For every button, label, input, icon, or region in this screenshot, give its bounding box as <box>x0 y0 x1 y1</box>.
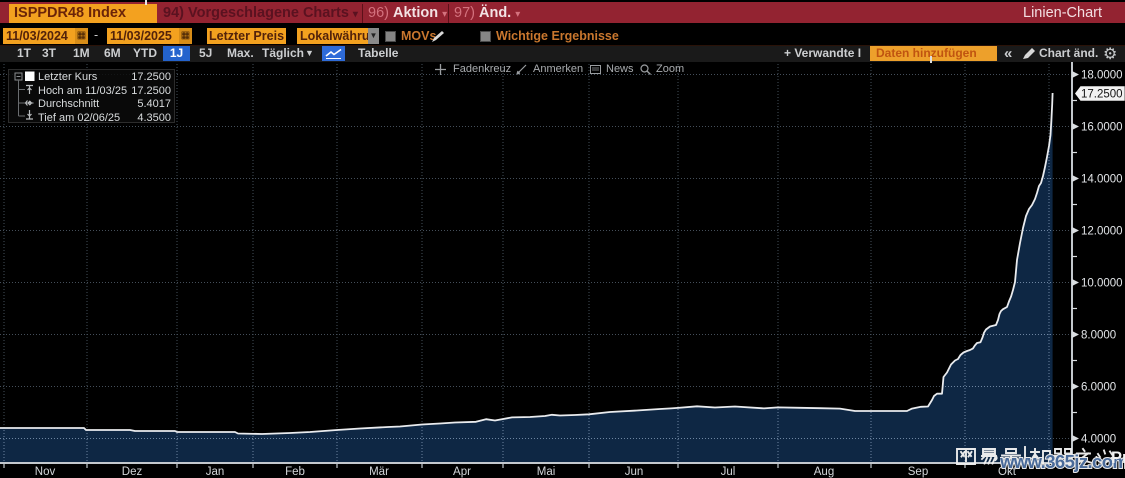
svg-text:14.0000: 14.0000 <box>1081 174 1123 186</box>
svg-text:Feb: Feb <box>285 466 305 478</box>
svg-text:8.0000: 8.0000 <box>1081 330 1116 342</box>
svg-text:12.0000: 12.0000 <box>1081 226 1123 238</box>
svg-text:17.2500: 17.2500 <box>1081 89 1123 101</box>
svg-text:Sep: Sep <box>908 466 928 478</box>
svg-text:16.0000: 16.0000 <box>1081 122 1123 134</box>
svg-text:Jun: Jun <box>625 466 644 478</box>
svg-text:6.0000: 6.0000 <box>1081 382 1116 394</box>
svg-text:Jan: Jan <box>206 466 225 478</box>
svg-text:Okt: Okt <box>998 466 1017 478</box>
svg-text:Mai: Mai <box>537 466 556 478</box>
svg-text:Pro: Pro <box>1111 449 1125 467</box>
svg-text:Mär: Mär <box>369 466 389 478</box>
svg-text:Jul: Jul <box>721 466 736 478</box>
svg-text:Apr: Apr <box>453 466 471 478</box>
svg-text:www.365jz.com: www.365jz.com <box>1000 451 1125 472</box>
svg-text:Dez: Dez <box>122 466 143 478</box>
svg-text:Nov: Nov <box>35 466 56 478</box>
svg-text:4.0000: 4.0000 <box>1081 434 1116 446</box>
svg-text:10.0000: 10.0000 <box>1081 278 1123 290</box>
svg-text:Aug: Aug <box>814 466 834 478</box>
svg-text:18.0000: 18.0000 <box>1081 70 1123 82</box>
